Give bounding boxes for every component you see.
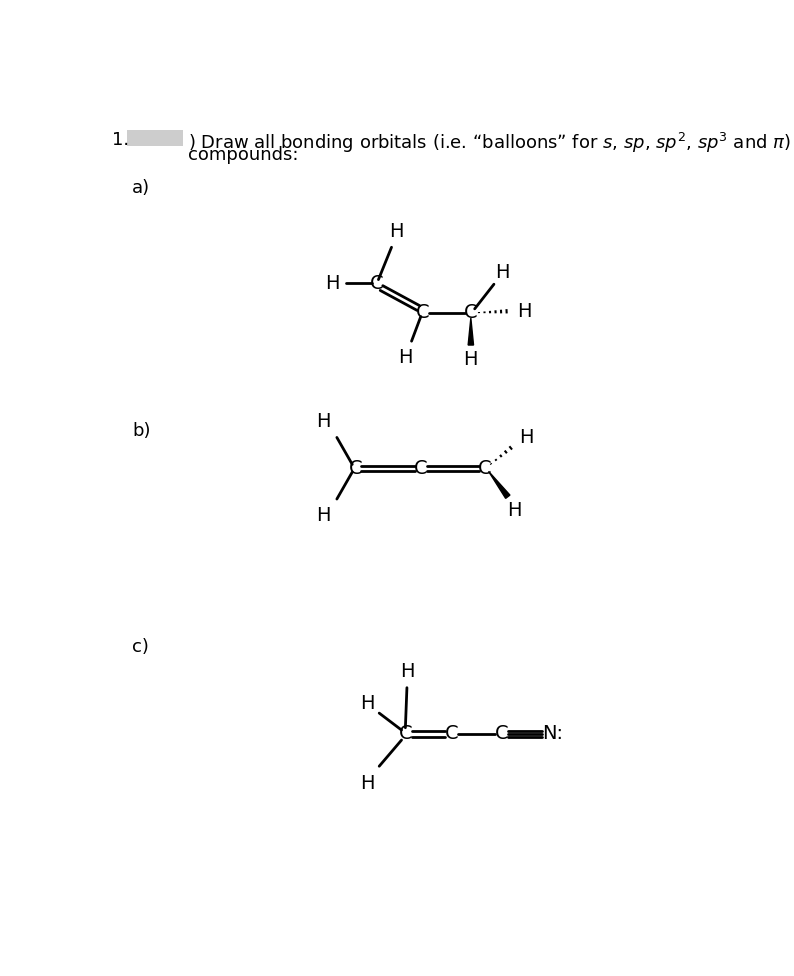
Text: H: H bbox=[316, 506, 330, 525]
Text: c): c) bbox=[132, 637, 149, 656]
Text: H: H bbox=[495, 264, 510, 282]
Text: C: C bbox=[478, 459, 491, 477]
Text: H: H bbox=[464, 350, 478, 369]
Text: C: C bbox=[399, 724, 412, 744]
Text: H: H bbox=[519, 427, 534, 447]
Text: C: C bbox=[464, 304, 478, 322]
Text: H: H bbox=[325, 274, 340, 293]
Polygon shape bbox=[488, 471, 510, 499]
Text: b): b) bbox=[132, 422, 151, 440]
Text: compounds:: compounds: bbox=[188, 145, 299, 164]
Text: H: H bbox=[389, 222, 403, 240]
Text: H: H bbox=[518, 302, 532, 321]
Text: C: C bbox=[414, 459, 428, 477]
Text: H: H bbox=[398, 347, 413, 367]
Text: H: H bbox=[316, 412, 330, 430]
Text: H: H bbox=[360, 694, 375, 712]
Text: N:: N: bbox=[542, 724, 563, 744]
Text: a): a) bbox=[132, 180, 150, 197]
Text: C: C bbox=[370, 274, 384, 293]
FancyBboxPatch shape bbox=[127, 130, 183, 145]
Polygon shape bbox=[468, 318, 473, 346]
Text: C: C bbox=[349, 459, 362, 477]
Text: H: H bbox=[507, 501, 521, 520]
Text: H: H bbox=[360, 774, 375, 793]
Text: C: C bbox=[445, 724, 458, 744]
Text: C: C bbox=[416, 304, 430, 322]
Text: C: C bbox=[495, 724, 508, 744]
Text: ) Draw all bonding orbitals (i.e. “balloons” for $s$, $sp$, $sp^2$, $sp^3$ and $: ) Draw all bonding orbitals (i.e. “ballo… bbox=[188, 131, 794, 155]
Text: 1.: 1. bbox=[112, 131, 129, 149]
Text: H: H bbox=[399, 662, 414, 681]
